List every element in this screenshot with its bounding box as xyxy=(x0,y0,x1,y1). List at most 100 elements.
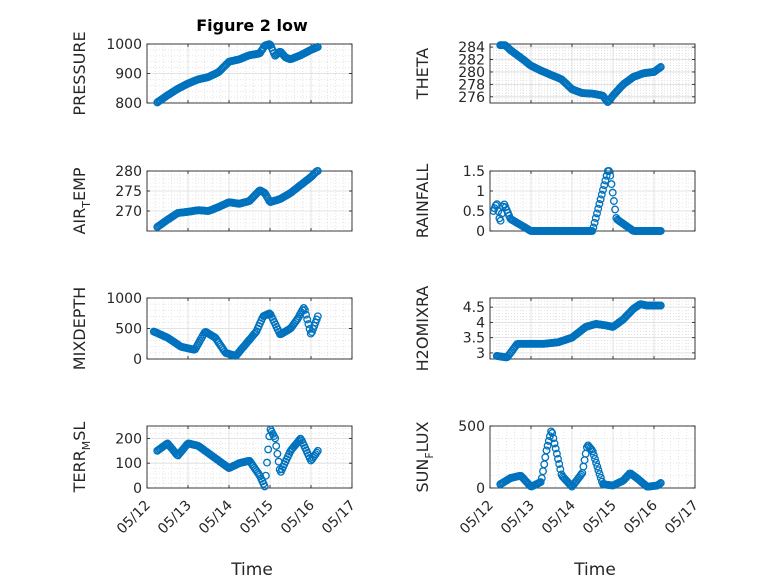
y-tick-label: 282 xyxy=(458,53,485,69)
y-tick-label: 1 xyxy=(476,184,485,200)
data-point xyxy=(605,167,613,175)
data-point xyxy=(600,181,609,190)
y-axis-label-text: THETA xyxy=(413,48,432,100)
data-point xyxy=(606,171,615,180)
data-point xyxy=(273,449,282,458)
data-point xyxy=(595,200,604,208)
data-point xyxy=(550,439,559,448)
x-axis-label-right: Time xyxy=(573,560,616,580)
y-axis-label-text: PRESSURE xyxy=(70,31,89,115)
data-point xyxy=(655,479,664,488)
data-point xyxy=(261,471,270,480)
data-point xyxy=(542,446,551,455)
x-tick-label: 05/15 xyxy=(237,498,277,538)
y-axis-label-text: H2OMIXRA xyxy=(413,286,432,372)
x-tick-label: 05/15 xyxy=(580,498,620,538)
x-tick-label: 05/13 xyxy=(155,498,195,538)
data-point xyxy=(547,427,556,436)
y-tick-label: 0 xyxy=(133,352,142,368)
panel-terr_msl: 0 100 200 TERRMSL 05/12 05/13 05/14 05/15 05/16 0… xyxy=(70,422,359,538)
data-point xyxy=(312,448,321,457)
y-tick-label: 275 xyxy=(115,184,142,200)
data-point xyxy=(556,465,565,474)
data-point xyxy=(272,442,281,450)
x-tick-label: 05/14 xyxy=(539,497,579,537)
y-tick-label: 0 xyxy=(133,481,142,497)
x-tick-label: 05/16 xyxy=(278,497,318,537)
y-tick-label: 500 xyxy=(458,419,485,435)
data-point xyxy=(656,479,665,487)
data-point xyxy=(608,188,617,197)
y-axis-label-subscript: T xyxy=(80,201,93,209)
y-axis-label-text: RAINFALL xyxy=(413,164,432,239)
data-point xyxy=(302,310,310,319)
y-tick-label: 4 xyxy=(476,315,485,331)
data-point xyxy=(313,167,322,175)
y-tick-label: 3 xyxy=(476,346,485,362)
data-point xyxy=(577,470,586,479)
y-tick-label: 1.5 xyxy=(463,164,485,180)
data-point xyxy=(554,454,562,463)
data-point xyxy=(540,460,549,469)
y-axis-label-text: LUX xyxy=(413,421,432,452)
figure-title: Figure 2 low xyxy=(196,16,308,35)
data-point xyxy=(588,447,597,456)
panel-pressure: 800 900 1000 PRESSURE xyxy=(70,31,353,116)
data-point xyxy=(592,458,601,467)
axes-box xyxy=(489,297,696,360)
axes-box xyxy=(489,425,696,489)
x-tick-label: 05/16 xyxy=(621,497,661,537)
data-point xyxy=(580,456,589,465)
y-axis-label: AIRTEMP xyxy=(70,167,93,234)
panel-h2omixra: 33.544.5 H2OMIXRA xyxy=(413,286,696,372)
data-point xyxy=(589,451,598,460)
y-tick-label: 4.5 xyxy=(463,300,485,316)
y-axis-label: MIXDEPTH xyxy=(70,287,89,370)
data-point xyxy=(496,216,505,225)
data-point xyxy=(594,466,603,475)
x-tick-label: 05/14 xyxy=(196,497,236,537)
y-tick-label: 3.5 xyxy=(463,331,485,347)
data-point xyxy=(656,301,665,310)
data-point xyxy=(593,462,602,471)
panel-air_temp: 270 275 280 AIRTEMP xyxy=(70,164,353,235)
data-point xyxy=(596,195,605,204)
data-point xyxy=(579,462,588,471)
x-tick-label: 05/12 xyxy=(114,498,154,538)
y-tick-label: 280 xyxy=(115,164,142,180)
y-axis-label: SUNFLUX xyxy=(413,421,436,492)
y-axis-label: RAINFALL xyxy=(413,164,432,239)
axes-box xyxy=(489,43,696,104)
data-point xyxy=(260,482,269,491)
y-tick-label: 0 xyxy=(476,481,485,497)
y-axis-label: H2OMIXRA xyxy=(413,286,432,372)
data-point xyxy=(595,470,604,478)
y-axis-label-text: TERR xyxy=(70,450,89,493)
data-point xyxy=(601,176,610,185)
panel-rainfall: 0 0.5 1 1.5 RAINFALL xyxy=(413,164,696,240)
data-point xyxy=(607,180,616,189)
y-axis-label-subscript: M xyxy=(80,441,93,451)
y-tick-label: 1000 xyxy=(106,291,142,307)
data-point xyxy=(590,218,599,227)
data-point xyxy=(313,43,322,51)
y-tick-label: 276 xyxy=(458,90,485,106)
y-tick-label: 278 xyxy=(458,77,485,93)
data-point xyxy=(591,454,599,463)
x-tick-label: 05/13 xyxy=(498,498,538,538)
axes-box xyxy=(146,425,353,489)
data-point xyxy=(251,328,260,337)
data-point xyxy=(609,197,618,205)
data-point xyxy=(555,460,564,468)
data-point xyxy=(300,305,309,314)
y-tick-label: 100 xyxy=(115,456,142,472)
data-point xyxy=(599,185,607,194)
data-point xyxy=(548,429,557,437)
data-point xyxy=(543,441,552,450)
y-axis-label: PRESSURE xyxy=(70,31,89,115)
x-tick-label: 05/17 xyxy=(662,498,702,538)
data-point xyxy=(656,227,665,235)
